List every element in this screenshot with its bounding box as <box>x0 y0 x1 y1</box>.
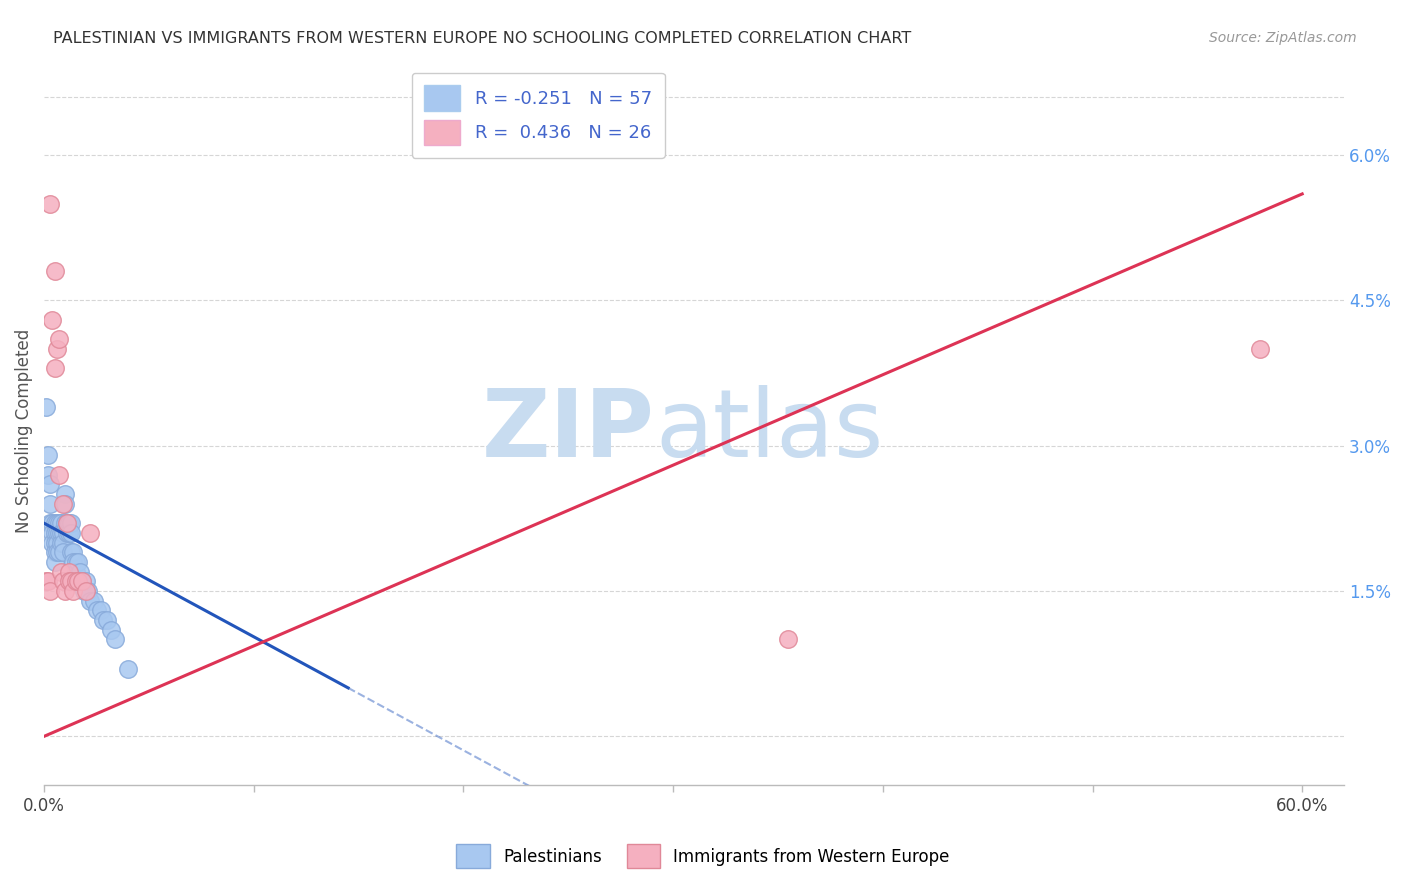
Point <box>39 477 62 491</box>
Text: Source: ZipAtlas.com: Source: ZipAtlas.com <box>1209 31 1357 45</box>
Point <box>117 661 139 675</box>
Point <box>52 574 75 589</box>
Point <box>37 449 59 463</box>
Point <box>44 555 66 569</box>
Point <box>49 525 72 540</box>
Point <box>49 516 72 531</box>
Point <box>48 525 70 540</box>
Point <box>53 487 76 501</box>
Point <box>65 574 87 589</box>
Point <box>48 467 70 482</box>
Point <box>44 535 66 549</box>
Point <box>44 264 66 278</box>
Point <box>45 516 67 531</box>
Point <box>48 545 70 559</box>
Point <box>44 525 66 540</box>
Point <box>39 584 62 599</box>
Point <box>62 555 84 569</box>
Point <box>66 555 89 569</box>
Point <box>60 574 83 589</box>
Point <box>96 613 118 627</box>
Text: atlas: atlas <box>655 385 883 477</box>
Point <box>53 497 76 511</box>
Point <box>90 603 112 617</box>
Point <box>91 613 114 627</box>
Point <box>58 516 80 531</box>
Point <box>48 516 70 531</box>
Point <box>79 525 101 540</box>
Point <box>53 584 76 599</box>
Point <box>60 545 83 559</box>
Point <box>45 535 67 549</box>
Point <box>62 545 84 559</box>
Point <box>60 516 83 531</box>
Point <box>69 574 91 589</box>
Point <box>39 196 62 211</box>
Point <box>49 565 72 579</box>
Point <box>73 584 96 599</box>
Point <box>52 535 75 549</box>
Point <box>75 584 97 599</box>
Y-axis label: No Schooling Completed: No Schooling Completed <box>15 329 32 533</box>
Point <box>44 545 66 559</box>
Point <box>62 584 84 599</box>
Point <box>66 574 89 589</box>
Legend: R = -0.251   N = 57, R =  0.436   N = 26: R = -0.251 N = 57, R = 0.436 N = 26 <box>412 72 665 158</box>
Point <box>58 574 80 589</box>
Text: ZIP: ZIP <box>482 385 655 477</box>
Point <box>58 565 80 579</box>
Text: PALESTINIAN VS IMMIGRANTS FROM WESTERN EUROPE NO SCHOOLING COMPLETED CORRELATION: PALESTINIAN VS IMMIGRANTS FROM WESTERN E… <box>53 31 911 46</box>
Point <box>69 565 91 579</box>
Point <box>41 525 63 540</box>
Point <box>41 313 63 327</box>
Point <box>35 574 58 589</box>
Point <box>52 497 75 511</box>
Point <box>48 332 70 346</box>
Point <box>53 516 76 531</box>
Point <box>39 516 62 531</box>
Point <box>37 574 59 589</box>
Point <box>778 632 800 647</box>
Point <box>44 361 66 376</box>
Point <box>100 623 122 637</box>
Point <box>44 516 66 531</box>
Point <box>70 574 93 589</box>
Point <box>45 342 67 356</box>
Point <box>60 525 83 540</box>
Point <box>37 467 59 482</box>
Point <box>79 593 101 607</box>
Point <box>83 593 105 607</box>
Point <box>45 525 67 540</box>
Legend: Palestinians, Immigrants from Western Europe: Palestinians, Immigrants from Western Eu… <box>450 838 956 875</box>
Point <box>65 555 87 569</box>
Point <box>35 400 58 414</box>
Point <box>77 584 100 599</box>
Point <box>56 516 79 531</box>
Point <box>41 516 63 531</box>
Point <box>52 545 75 559</box>
Point <box>75 574 97 589</box>
Point <box>58 525 80 540</box>
Point <box>86 603 108 617</box>
Point <box>39 497 62 511</box>
Point <box>104 632 127 647</box>
Point <box>56 516 79 531</box>
Point <box>45 545 67 559</box>
Point <box>56 525 79 540</box>
Point <box>65 565 87 579</box>
Point <box>41 535 63 549</box>
Point <box>52 525 75 540</box>
Point <box>70 574 93 589</box>
Point <box>49 535 72 549</box>
Point <box>1249 342 1271 356</box>
